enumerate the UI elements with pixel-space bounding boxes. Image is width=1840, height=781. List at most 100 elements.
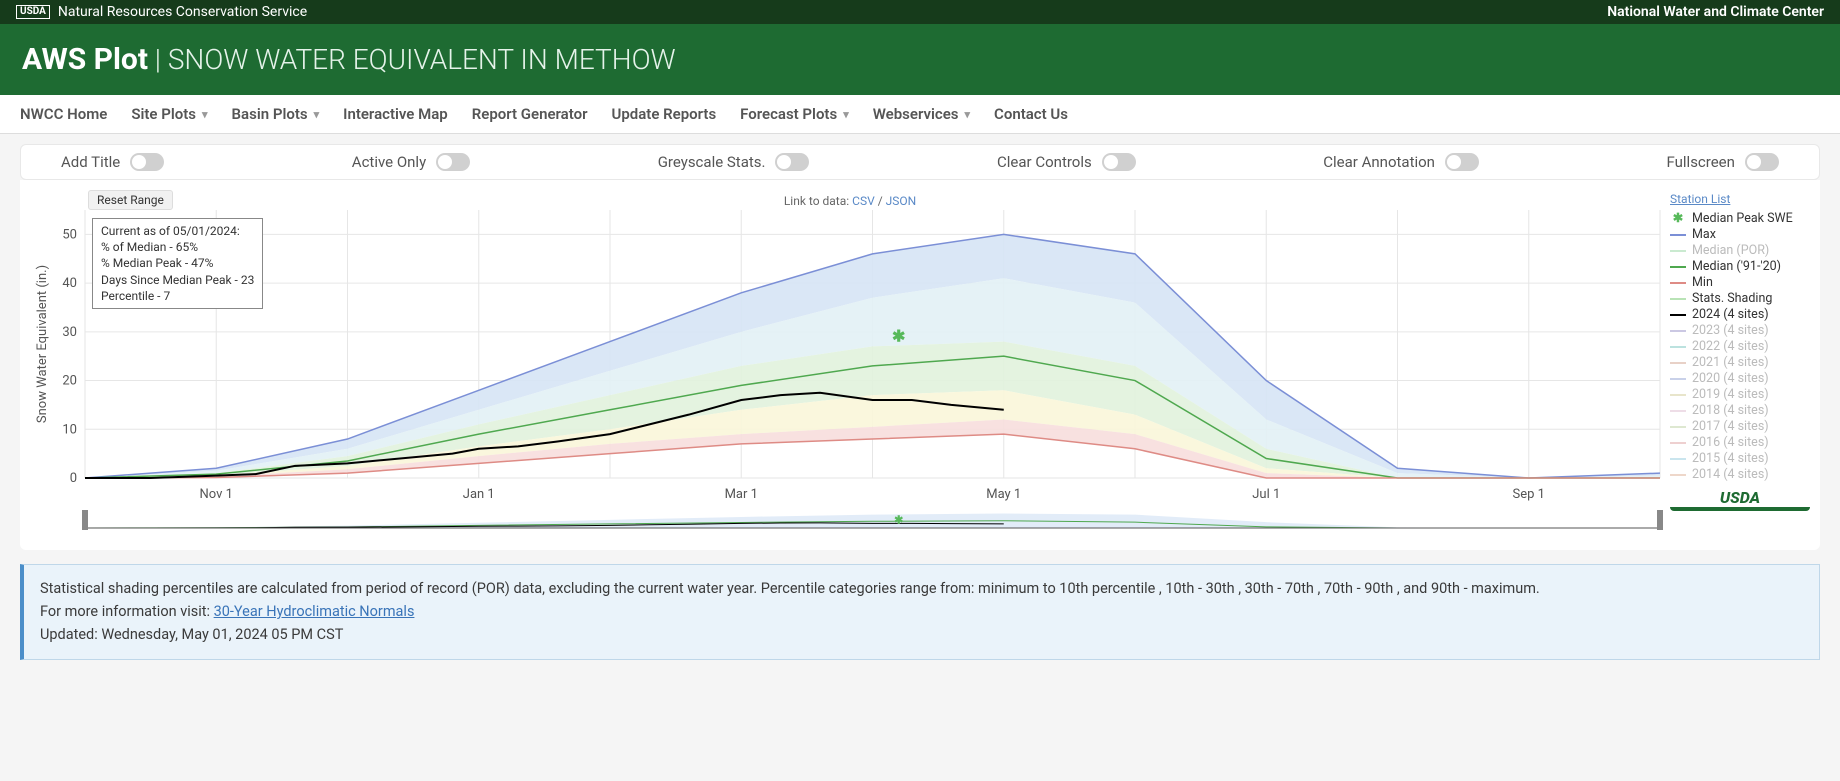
info-l2: % of Median - 65% — [101, 239, 254, 255]
legend-label: Stats. Shading — [1692, 291, 1772, 306]
legend-label: 2014 (4 sites) — [1692, 467, 1769, 482]
chevron-down-icon: ▾ — [843, 108, 849, 121]
legend-item[interactable]: 2016 (4 sites) — [1670, 435, 1810, 450]
legend-item[interactable]: ✱ Median Peak SWE — [1670, 210, 1810, 226]
legend-item[interactable]: Min — [1670, 275, 1810, 290]
svg-text:50: 50 — [62, 227, 77, 242]
legend-label: 2021 (4 sites) — [1692, 355, 1769, 370]
link-json[interactable]: JSON — [886, 194, 917, 208]
footer-link[interactable]: 30-Year Hydroclimatic Normals — [214, 603, 415, 620]
info-box: Current as of 05/01/2024: % of Median - … — [92, 218, 263, 309]
menu-report-generator[interactable]: Report Generator — [472, 105, 588, 123]
title-sub: SNOW WATER EQUIVALENT IN METHOW — [168, 43, 676, 76]
legend-label: 2019 (4 sites) — [1692, 387, 1769, 402]
legend-label: Min — [1692, 275, 1713, 290]
topbar: USDA Natural Resources Conservation Serv… — [0, 0, 1840, 24]
legend-item[interactable]: 2019 (4 sites) — [1670, 387, 1810, 402]
info-l1: Current as of 05/01/2024: — [101, 223, 254, 239]
title-sep: | — [148, 43, 168, 76]
active-only-toggle[interactable] — [436, 153, 470, 171]
agency-name: Natural Resources Conservation Service — [58, 4, 307, 20]
svg-text:Snow Water Equivalent (in.): Snow Water Equivalent (in.) — [35, 265, 50, 423]
chart-wrap: Reset Range Link to data: CSV / JSON Cur… — [20, 180, 1820, 550]
svg-text:20: 20 — [62, 374, 77, 389]
legend-item[interactable]: 2022 (4 sites) — [1670, 339, 1810, 354]
link-csv[interactable]: CSV — [852, 194, 875, 208]
clear-annotation-label: Clear Annotation — [1323, 153, 1435, 171]
legend-swatch-line — [1670, 458, 1686, 460]
legend-item[interactable]: 2023 (4 sites) — [1670, 323, 1810, 338]
legend-swatch-line — [1670, 346, 1686, 348]
footer-info: Statistical shading percentiles are calc… — [20, 564, 1820, 660]
footer-line1: Statistical shading percentiles are calc… — [40, 577, 1803, 600]
svg-text:Sep 1: Sep 1 — [1513, 487, 1545, 502]
legend-swatch-line — [1670, 378, 1686, 380]
legend-item[interactable]: Max — [1670, 227, 1810, 242]
menubar: NWCC Home Site Plots▾ Basin Plots▾ Interact… — [0, 95, 1840, 134]
legend-swatch-line — [1670, 314, 1686, 316]
info-l4: Days Since Median Peak - 23 — [101, 272, 254, 288]
greyscale-label: Greyscale Stats. — [658, 153, 766, 171]
menu-interactive-map[interactable]: Interactive Map — [343, 105, 448, 123]
menu-update-reports[interactable]: Update Reports — [611, 105, 716, 123]
legend-swatch-line — [1670, 362, 1686, 364]
svg-text:Nov 1: Nov 1 — [200, 487, 233, 502]
link-to-data: Link to data: CSV / JSON — [784, 194, 916, 208]
legend-swatch-line — [1670, 250, 1686, 252]
svg-text:0: 0 — [70, 471, 77, 486]
legend-item[interactable]: Median (POR) — [1670, 243, 1810, 258]
legend-item[interactable]: Median ('91-'20) — [1670, 259, 1810, 274]
svg-text:✱: ✱ — [894, 514, 903, 527]
legend-item[interactable]: 2015 (4 sites) — [1670, 451, 1810, 466]
legend-swatch-line — [1670, 474, 1686, 476]
legend-label: 2018 (4 sites) — [1692, 403, 1769, 418]
menu-webservices[interactable]: Webservices▾ — [873, 105, 970, 123]
chevron-down-icon: ▾ — [314, 108, 320, 121]
legend-swatch-line — [1670, 298, 1686, 300]
legend-item[interactable]: 2024 (4 sites) — [1670, 307, 1810, 322]
usda-badge: USDA — [16, 5, 50, 19]
legend-item[interactable]: 2017 (4 sites) — [1670, 419, 1810, 434]
page-title: AWS Plot — [22, 42, 148, 77]
clear-controls-label: Clear Controls — [997, 153, 1092, 171]
legend-label: 2024 (4 sites) — [1692, 307, 1769, 322]
legend-swatch-line — [1670, 234, 1686, 236]
legend-swatch-line — [1670, 410, 1686, 412]
menu-basin-plots[interactable]: Basin Plots▾ — [232, 105, 320, 123]
legend-item[interactable]: 2014 (4 sites) — [1670, 467, 1810, 482]
svg-text:Mar 1: Mar 1 — [725, 487, 758, 502]
legend-swatch-line — [1670, 266, 1686, 268]
clear-controls-toggle[interactable] — [1102, 153, 1136, 171]
menu-site-plots[interactable]: Site Plots▾ — [131, 105, 207, 123]
legend-item[interactable]: Stats. Shading — [1670, 291, 1810, 306]
add-title-toggle[interactable] — [130, 153, 164, 171]
legend-label: 2017 (4 sites) — [1692, 419, 1769, 434]
legend: Station List ✱Median Peak SWEMaxMedian (… — [1670, 188, 1810, 542]
legend-label: Median Peak SWE — [1692, 211, 1793, 226]
greyscale-toggle[interactable] — [775, 153, 809, 171]
usda-logo: USDA — [1670, 488, 1810, 511]
menu-contact-us[interactable]: Contact Us — [994, 105, 1068, 123]
controls-bar: Add Title Active Only Greyscale Stats. C… — [20, 144, 1820, 180]
titlebar: AWS Plot | SNOW WATER EQUIVALENT IN METH… — [0, 24, 1840, 95]
legend-label: Median (POR) — [1692, 243, 1769, 258]
chart-svg[interactable]: ✱01020304050Nov 1Jan 1Mar 1May 1Jul 1Sep… — [30, 188, 1670, 538]
legend-item[interactable]: 2021 (4 sites) — [1670, 355, 1810, 370]
legend-label: 2020 (4 sites) — [1692, 371, 1769, 386]
legend-label: 2016 (4 sites) — [1692, 435, 1769, 450]
legend-station-list[interactable]: Station List — [1670, 192, 1810, 206]
clear-annotation-toggle[interactable] — [1445, 153, 1479, 171]
legend-swatch-line — [1670, 282, 1686, 284]
legend-item[interactable]: 2020 (4 sites) — [1670, 371, 1810, 386]
legend-label: Max — [1692, 227, 1716, 242]
active-only-label: Active Only — [352, 153, 426, 171]
menu-nwcc-home[interactable]: NWCC Home — [20, 105, 107, 123]
center-name: National Water and Climate Center — [1607, 4, 1824, 20]
menu-forecast-plots[interactable]: Forecast Plots▾ — [740, 105, 849, 123]
reset-range-button[interactable]: Reset Range — [88, 190, 173, 210]
legend-item[interactable]: 2018 (4 sites) — [1670, 403, 1810, 418]
legend-swatch-line — [1670, 426, 1686, 428]
legend-swatch-x: ✱ — [1670, 210, 1686, 226]
svg-text:✱: ✱ — [892, 327, 905, 346]
fullscreen-toggle[interactable] — [1745, 153, 1779, 171]
